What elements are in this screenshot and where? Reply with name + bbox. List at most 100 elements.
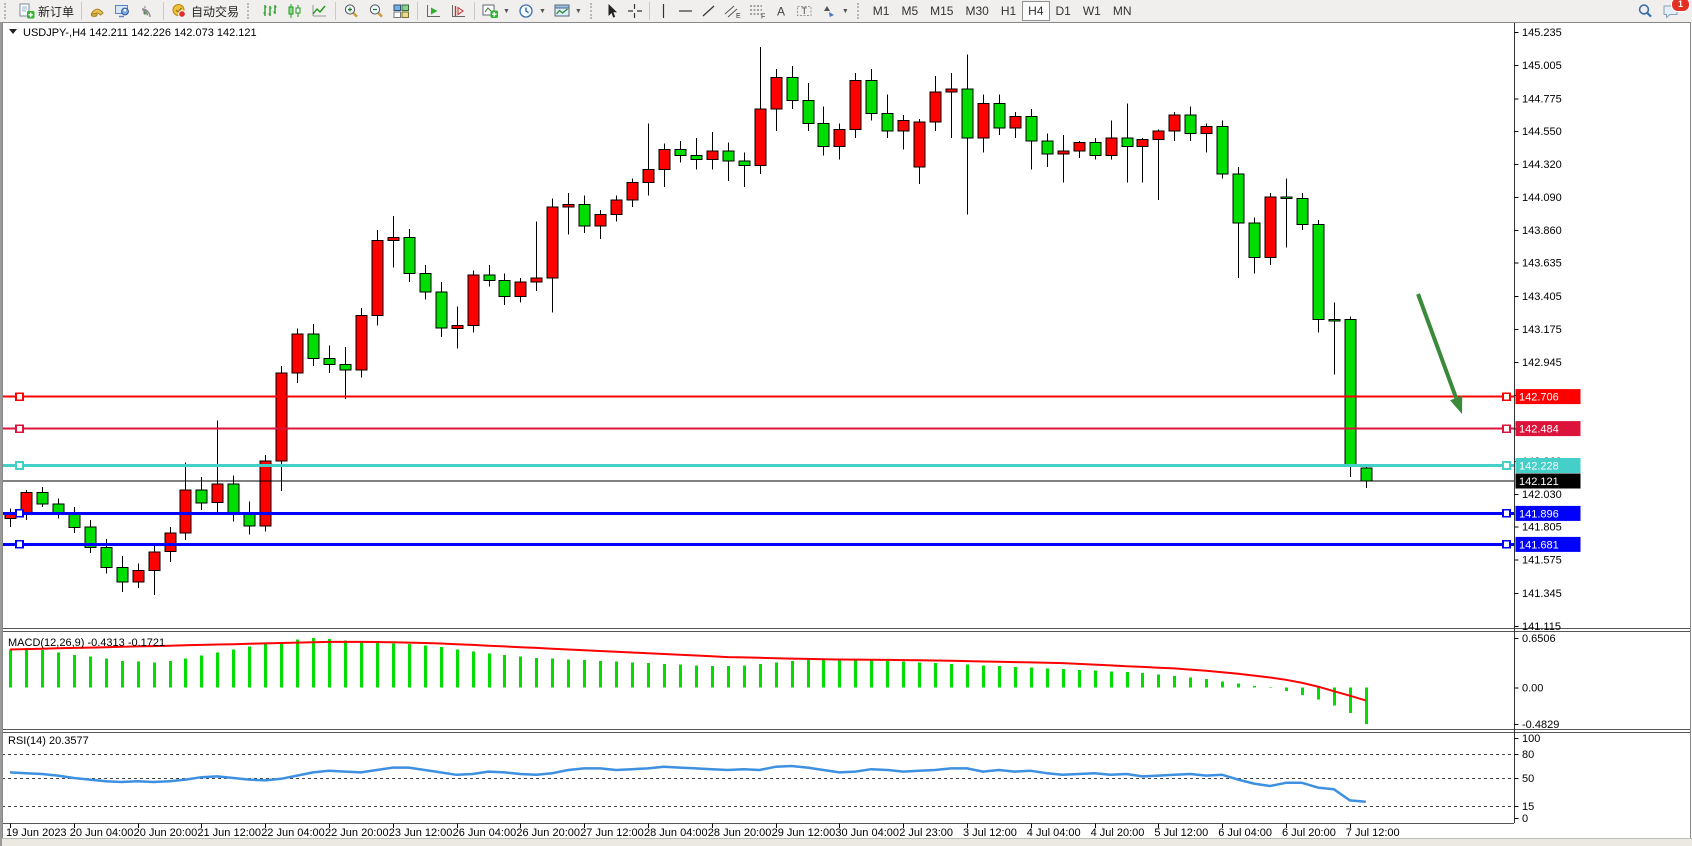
svg-text:142.945: 142.945: [1522, 357, 1562, 369]
svg-text:141.681: 141.681: [1519, 539, 1559, 551]
arrows-icon: [823, 6, 834, 17]
line-handle: [1502, 392, 1511, 401]
autotrade-button[interactable]: 自动交易: [167, 1, 243, 21]
ohlc-bars-icon: [263, 5, 277, 16]
cap-button[interactable]: [85, 1, 110, 21]
vertical-line-button[interactable]: [653, 1, 674, 21]
arrows-button[interactable]: ▼: [817, 1, 853, 21]
timeframe-m5-button[interactable]: M5: [895, 1, 924, 21]
svg-text:141.345: 141.345: [1522, 588, 1562, 600]
candlestick-button[interactable]: [282, 1, 307, 21]
toolbar-grip[interactable]: [4, 3, 11, 19]
macd-signal-line: [9, 640, 1367, 702]
chart-canvas[interactable]: MACD(12,26,9) -0.4313 -0.1721 RSI(14) 20.…: [2, 22, 1692, 846]
svg-text:0.6506: 0.6506: [1522, 633, 1556, 645]
svg-text:23 Jun 12:00: 23 Jun 12:00: [389, 827, 453, 839]
svg-text:RSI(14) 20.3577: RSI(14) 20.3577: [8, 735, 89, 747]
candles: [4, 47, 1373, 596]
svg-text:144.550: 144.550: [1522, 126, 1562, 138]
text-button[interactable]: A: [770, 1, 792, 21]
svg-text:142.121: 142.121: [1519, 476, 1559, 488]
tile-windows-button[interactable]: [389, 1, 414, 21]
search-icon: [1638, 4, 1652, 18]
timeframe-w1-button[interactable]: W1: [1077, 1, 1107, 21]
zoom-out-icon: [369, 4, 383, 18]
separator: [648, 2, 650, 20]
toolbar-grip[interactable]: [589, 3, 597, 19]
svg-text:6 Jul 04:00: 6 Jul 04:00: [1218, 827, 1272, 839]
line-chart-button[interactable]: [307, 1, 332, 21]
monitor-user-icon: [115, 5, 129, 18]
new-chart-icon: [482, 4, 499, 18]
bar-chart-button[interactable]: [257, 1, 282, 21]
toolbar-grip[interactable]: [856, 3, 864, 19]
horizontal-lines: [2, 392, 1514, 549]
separator: [335, 2, 337, 20]
line-handle: [15, 392, 24, 401]
svg-text:29 Jun 12:00: 29 Jun 12:00: [772, 827, 836, 839]
timeframe-m1-button[interactable]: M1: [867, 1, 896, 21]
new-order-label: 新订单: [38, 4, 75, 19]
timeframe-mn-button[interactable]: MN: [1107, 1, 1138, 21]
tile-windows-icon: [393, 4, 410, 18]
svg-text:4 Jul 20:00: 4 Jul 20:00: [1091, 827, 1145, 839]
svg-text:142.228: 142.228: [1519, 461, 1559, 473]
zoom-in-button[interactable]: [339, 1, 364, 21]
timeframe-h4-button[interactable]: H4: [1022, 1, 1050, 21]
crosshair-button[interactable]: [623, 1, 646, 21]
svg-text:26 Jun 20:00: 26 Jun 20:00: [516, 827, 580, 839]
svg-text:26 Jun 04:00: 26 Jun 04:00: [453, 827, 517, 839]
cap-icon: [90, 8, 104, 17]
horizontal-line-icon: [678, 10, 692, 12]
chart-menu-icon: [9, 29, 17, 34]
horizontal-line-button[interactable]: [674, 1, 697, 21]
timeframe-m15-button[interactable]: M15: [924, 1, 959, 21]
svg-text:28 Jun 20:00: 28 Jun 20:00: [708, 827, 772, 839]
cursor-button[interactable]: [600, 1, 623, 21]
price-label: 142.484: [1515, 421, 1581, 437]
templates-button[interactable]: ▼: [550, 1, 586, 21]
template-chart-icon: [554, 4, 570, 17]
auto-scroll-button[interactable]: [421, 1, 446, 21]
line-handle: [15, 461, 24, 470]
chart-shift-icon: [452, 5, 466, 17]
toolbar-grip[interactable]: [247, 3, 254, 19]
svg-text:20 Jun 04:00: 20 Jun 04:00: [70, 827, 134, 839]
line-handle: [15, 509, 24, 518]
svg-text:2 Jul 23:00: 2 Jul 23:00: [899, 827, 953, 839]
svg-text:141.575: 141.575: [1522, 555, 1562, 567]
signal-button[interactable]: [135, 1, 160, 21]
rsi-line: [9, 764, 1366, 803]
text-label-button[interactable]: T: [792, 1, 817, 21]
equidistant-channel-button[interactable]: E: [720, 1, 745, 21]
trendline-button[interactable]: [697, 1, 720, 21]
svg-text:50: 50: [1522, 773, 1534, 785]
new-order-button[interactable]: 新订单: [14, 1, 78, 21]
svg-text:143.175: 143.175: [1522, 324, 1562, 336]
remote-account-button[interactable]: [110, 1, 135, 21]
timeframe-d1-button[interactable]: D1: [1050, 1, 1077, 21]
autotrade-label: 自动交易: [191, 4, 240, 19]
svg-text:USDJPY-,H4 142.211 142.226 14: USDJPY-,H4 142.211 142.226 142.073 142.1…: [23, 27, 257, 39]
periods-button[interactable]: ▼: [514, 1, 550, 21]
chart-shift-button[interactable]: [446, 1, 471, 21]
svg-text:22 Jun 20:00: 22 Jun 20:00: [325, 827, 389, 839]
timeframe-h1-button[interactable]: H1: [995, 1, 1022, 21]
notification-badge: 1: [1671, 0, 1690, 12]
new-chart-button[interactable]: ▼: [478, 1, 514, 21]
search-button[interactable]: [1633, 1, 1658, 21]
price-axis: 145.235 145.005 144.775 144.550 144.320 144.0…: [1514, 27, 1581, 825]
zoom-out-button[interactable]: [364, 1, 389, 21]
svg-text:30 Jun 04:00: 30 Jun 04:00: [835, 827, 899, 839]
fibonacci-button[interactable]: F: [745, 1, 770, 21]
price-label: 142.121: [1515, 473, 1581, 489]
timeframe-m30-button[interactable]: M30: [959, 1, 994, 21]
caret-down-icon: ▼: [574, 7, 582, 15]
caret-down-icon: ▼: [538, 7, 546, 15]
svg-text:141.896: 141.896: [1519, 508, 1559, 520]
svg-text:20 Jun 20:00: 20 Jun 20:00: [134, 827, 198, 839]
toolbar: 新订单 自动交易: [0, 0, 1692, 23]
svg-text:3 Jul 12:00: 3 Jul 12:00: [963, 827, 1017, 839]
line-handle: [1502, 540, 1511, 549]
